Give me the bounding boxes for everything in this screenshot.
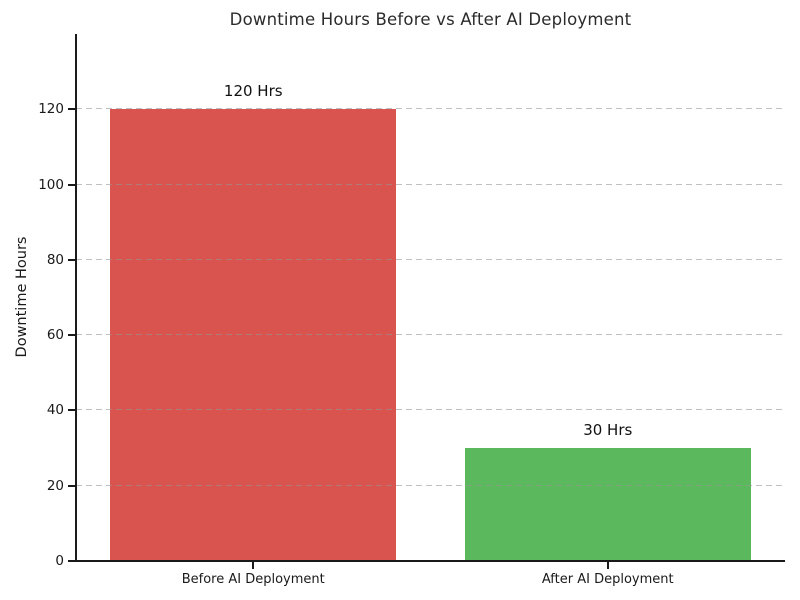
y-tick-label-80: 80 [46, 251, 64, 268]
gridline-80 [76, 258, 785, 261]
y-tick-mark-0 [68, 560, 75, 562]
y-axis-spine [75, 34, 77, 562]
gridline-60 [76, 334, 785, 337]
y-tick-label-60: 60 [46, 327, 64, 344]
chart-title: Downtime Hours Before vs After AI Deploy… [229, 10, 632, 29]
y-tick-mark-100 [68, 183, 75, 186]
x-tick-label-after-ai-deployment: After AI Deployment [541, 572, 674, 587]
x-axis-spine [75, 560, 785, 562]
x-tick-mark-after-ai-deployment [606, 562, 609, 569]
bar-value-label-before-ai-deployment: 120 Hrs [223, 82, 283, 101]
y-tick-label-40: 40 [46, 402, 64, 419]
y-tick-mark-120 [68, 108, 75, 111]
y-tick-label-0: 0 [55, 553, 64, 569]
y-tick-label-100: 100 [38, 176, 64, 193]
y-tick-mark-80 [68, 258, 75, 261]
gridline-100 [76, 183, 785, 186]
x-tick-label-before-ai-deployment: Before AI Deployment [181, 572, 325, 587]
y-tick-label-20: 20 [46, 477, 64, 494]
y-tick-label-120: 120 [38, 101, 64, 118]
y-tick-mark-60 [68, 334, 75, 337]
gridline-120 [76, 108, 785, 111]
bar-after-ai-deployment [464, 448, 751, 561]
bar-value-label-after-ai-deployment: 30 Hrs [583, 421, 633, 440]
y-tick-mark-40 [68, 409, 75, 412]
x-tick-mark-before-ai-deployment [252, 562, 255, 569]
gridline-40 [76, 409, 785, 412]
y-tick-mark-20 [68, 484, 75, 487]
gridline-20 [76, 484, 785, 487]
